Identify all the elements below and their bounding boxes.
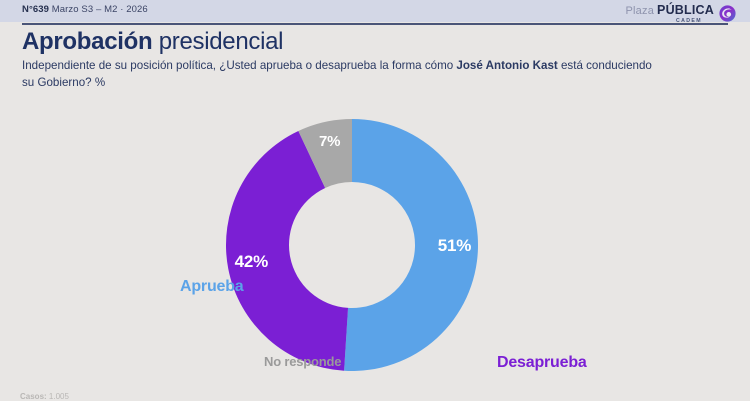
brand-word-publica: PÚBLICA	[657, 3, 714, 17]
subtitle-before: Independiente de su posición política, ¿…	[22, 59, 457, 72]
page-title-bold: Aprobación	[22, 28, 153, 55]
slice-value-desaprueba: 42%	[234, 252, 269, 272]
donut-slice-no-responde[interactable]	[298, 119, 352, 188]
category-label-no-responde: No responde	[264, 354, 342, 369]
issue-number: N°639	[22, 4, 50, 15]
subtitle-after: está conduciendo su Gobierno? %	[22, 59, 652, 89]
brand-logo-wordmark: Plaza PÚBLICA	[626, 4, 715, 17]
category-label-desaprueba: Desaprueba	[497, 354, 587, 371]
brand-logo: Plaza PÚBLICA CADEM	[626, 4, 737, 24]
header-divider	[22, 23, 728, 25]
slice-value-aprueba: 51%	[437, 236, 472, 256]
category-label-aprueba: Aprueba	[180, 278, 244, 295]
brand-logo-text: Plaza PÚBLICA CADEM	[626, 4, 715, 24]
donut-chart: 51% 42% 7% Aprueba Desaprueba No respond…	[0, 96, 750, 386]
brand-word-plaza: Plaza	[625, 5, 655, 17]
donut-slice-desaprueba[interactable]	[225, 130, 349, 371]
slice-value-no-responde: 7%	[318, 132, 341, 150]
sample-size-note: Casos: 1.005	[20, 392, 69, 401]
page-title-light: presidencial	[158, 28, 284, 55]
donut-slice-aprueba[interactable]	[344, 119, 478, 371]
issue-period: Marzo S3 – M2 · 2026	[51, 4, 148, 15]
swirl-circle-icon	[719, 5, 736, 22]
subtitle-highlight: José Antonio Kast	[456, 59, 558, 72]
brand-subbrand-cadem: CADEM	[675, 18, 702, 24]
top-header-bar	[0, 0, 750, 22]
question-subtitle: Independiente de su posición política, ¿…	[22, 58, 662, 92]
donut-chart-svg	[225, 119, 478, 371]
sample-size-value: 1.005	[46, 392, 69, 401]
page-title: Aprobación presidencial	[22, 28, 284, 56]
sample-size-label: Casos:	[20, 392, 47, 401]
issue-meta: N°639 Marzo S3 – M2 · 2026	[22, 4, 148, 15]
